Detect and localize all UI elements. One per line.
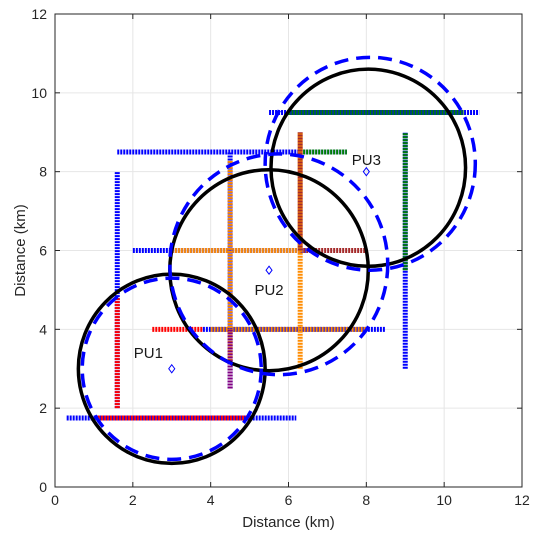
tick-layer: 0 2 4 6 8 10 12 0 2 4 6 8 10 12: [31, 6, 530, 508]
y-tick-label: 10: [31, 85, 47, 101]
y-tick-label: 2: [39, 400, 47, 416]
primary-user-label: PU2: [254, 282, 283, 299]
y-tick-label: 4: [39, 321, 47, 337]
y-axis-label: Distance (km): [12, 204, 29, 297]
primary-user-label: PU1: [134, 345, 163, 362]
primary-user-marker: [362, 166, 370, 177]
estimated-coverage-circle: [80, 276, 264, 462]
x-tick-label: 6: [285, 492, 293, 508]
x-tick-label: 2: [129, 492, 137, 508]
y-tick-label: 6: [39, 243, 47, 259]
circle-layer: [76, 55, 478, 466]
x-tick-label: 10: [436, 492, 452, 508]
primary-user-marker: [265, 265, 273, 276]
x-tick-label: 0: [51, 492, 59, 508]
y-tick-label: 12: [31, 6, 47, 22]
coverage-circle: [76, 272, 267, 466]
y-tick-label: 0: [39, 479, 47, 495]
x-tick-label: 12: [514, 492, 530, 508]
coverage-circle: [269, 67, 468, 269]
x-axis-label: Distance (km): [242, 514, 335, 531]
estimated-coverage-circle: [168, 152, 390, 377]
segment-layer: [66, 110, 480, 421]
estimated-coverage-circle: [263, 55, 478, 272]
primary-user-layer: PU1 PU2 PU3: [134, 152, 381, 374]
primary-user-label: PU3: [352, 152, 381, 169]
coverage-circle: [168, 167, 371, 373]
y-tick-label: 8: [39, 164, 47, 180]
x-tick-label: 8: [362, 492, 370, 508]
primary-user-marker: [168, 363, 176, 374]
x-tick-label: 4: [207, 492, 215, 508]
